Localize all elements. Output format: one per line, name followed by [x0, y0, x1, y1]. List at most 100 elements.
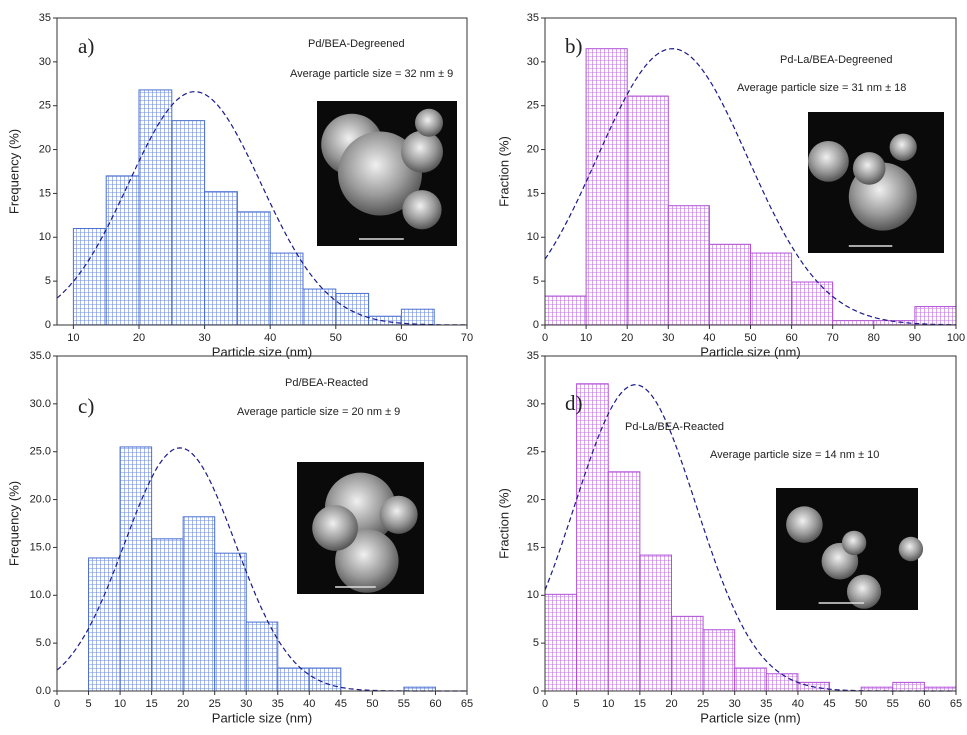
bar	[204, 191, 238, 326]
y-axis-title: Fraction (%)	[496, 136, 511, 207]
inset-image	[317, 101, 457, 246]
panel-label: d)	[565, 391, 583, 415]
y-tick-label: 30	[527, 398, 539, 410]
particle	[786, 506, 823, 543]
panel-label: b)	[565, 34, 583, 58]
x-tick-label: 70	[827, 332, 839, 344]
y-tick-label: 35	[39, 12, 51, 24]
particle	[852, 152, 886, 185]
y-tick-label: 35	[527, 350, 539, 362]
x-tick-label: 90	[909, 332, 921, 344]
panel-title: Pd-La/BEA-Reacted	[625, 421, 724, 433]
y-tick-label: 5	[533, 275, 539, 287]
particle	[415, 108, 443, 137]
bar	[119, 446, 153, 692]
bar	[182, 516, 216, 692]
x-tick-label: 10	[67, 332, 79, 344]
bar	[585, 48, 628, 326]
plot-frame	[544, 355, 957, 692]
x-tick-label: 0	[542, 698, 548, 710]
particle	[379, 495, 418, 534]
bar	[544, 593, 578, 692]
x-tick-label: 10	[602, 698, 614, 710]
y-tick-label: 5.0	[36, 637, 51, 649]
x-tick-label: 20	[177, 698, 189, 710]
bar	[702, 629, 736, 692]
inset-image	[297, 462, 424, 594]
y-tick-label: 0	[45, 319, 51, 331]
panel-label: c)	[78, 394, 94, 418]
x-tick-label: 45	[823, 698, 835, 710]
x-tick-label: 0	[542, 332, 548, 344]
x-tick-label: 40	[703, 332, 715, 344]
x-tick-label: 35	[272, 698, 284, 710]
particle	[808, 140, 849, 182]
bar	[667, 205, 710, 326]
y-tick-label: 20	[527, 493, 539, 505]
y-axis-title: Frequency (%)	[6, 129, 21, 214]
bar	[734, 667, 767, 692]
bar	[670, 615, 704, 692]
y-tick-label: 25	[527, 100, 539, 112]
panel-title: Pd/BEA-Reacted	[285, 377, 368, 389]
particle	[312, 505, 358, 551]
x-tick-label: 55	[398, 698, 410, 710]
particle	[898, 536, 924, 562]
y-tick-label: 30	[39, 56, 51, 68]
bar	[400, 308, 435, 326]
y-tick-label: 15	[527, 541, 539, 553]
x-axis-title: Particle size (nm)	[700, 344, 800, 359]
bar	[245, 621, 279, 692]
y-tick-label: 5	[533, 637, 539, 649]
x-tick-label: 55	[887, 698, 899, 710]
x-tick-label: 30	[240, 698, 252, 710]
plot-frame	[56, 17, 468, 326]
bar	[138, 89, 173, 326]
x-tick-label: 40	[303, 698, 315, 710]
particle	[846, 574, 882, 609]
y-axis-title: Fraction (%)	[496, 488, 511, 559]
x-tick-label: 40	[792, 698, 804, 710]
x-tick-label: 5	[85, 698, 91, 710]
bar	[544, 295, 587, 326]
bar	[151, 538, 184, 692]
y-tick-label: 10	[39, 231, 51, 243]
x-axis-title: Particle size (nm)	[212, 710, 312, 725]
annotation: Average particle size = 31 nm ± 18	[737, 82, 906, 94]
y-tick-label: 0.0	[36, 685, 51, 697]
bar	[750, 252, 793, 326]
x-tick-label: 10	[114, 698, 126, 710]
y-tick-label: 5	[45, 275, 51, 287]
x-tick-label: 40	[264, 332, 276, 344]
x-tick-label: 15	[634, 698, 646, 710]
x-tick-label: 50	[855, 698, 867, 710]
bar	[308, 667, 342, 692]
x-tick-label: 100	[947, 332, 965, 344]
x-axis-title: Particle size (nm)	[212, 344, 312, 359]
particle	[841, 530, 867, 556]
x-tick-label: 25	[697, 698, 709, 710]
y-tick-label: 30	[527, 56, 539, 68]
y-axis-title: Frequency (%)	[6, 481, 21, 566]
y-tick-label: 10	[527, 231, 539, 243]
x-tick-label: 60	[429, 698, 441, 710]
x-tick-label: 45	[335, 698, 347, 710]
bar	[302, 288, 337, 326]
x-tick-label: 70	[461, 332, 473, 344]
x-tick-label: 30	[729, 698, 741, 710]
x-tick-label: 60	[785, 332, 797, 344]
x-tick-label: 20	[621, 332, 633, 344]
bar	[105, 175, 140, 326]
panel-title: Pd-La/BEA-Degreened	[780, 54, 893, 66]
annotation: Average particle size = 32 nm ± 9	[290, 68, 453, 80]
x-tick-label: 20	[133, 332, 145, 344]
y-tick-label: 25	[39, 100, 51, 112]
bar	[236, 211, 271, 326]
y-tick-label: 0	[533, 319, 539, 331]
bar	[639, 554, 672, 692]
x-tick-label: 35	[760, 698, 772, 710]
y-tick-label: 15	[39, 187, 51, 199]
particle	[402, 190, 442, 230]
y-tick-label: 25.0	[30, 446, 51, 458]
